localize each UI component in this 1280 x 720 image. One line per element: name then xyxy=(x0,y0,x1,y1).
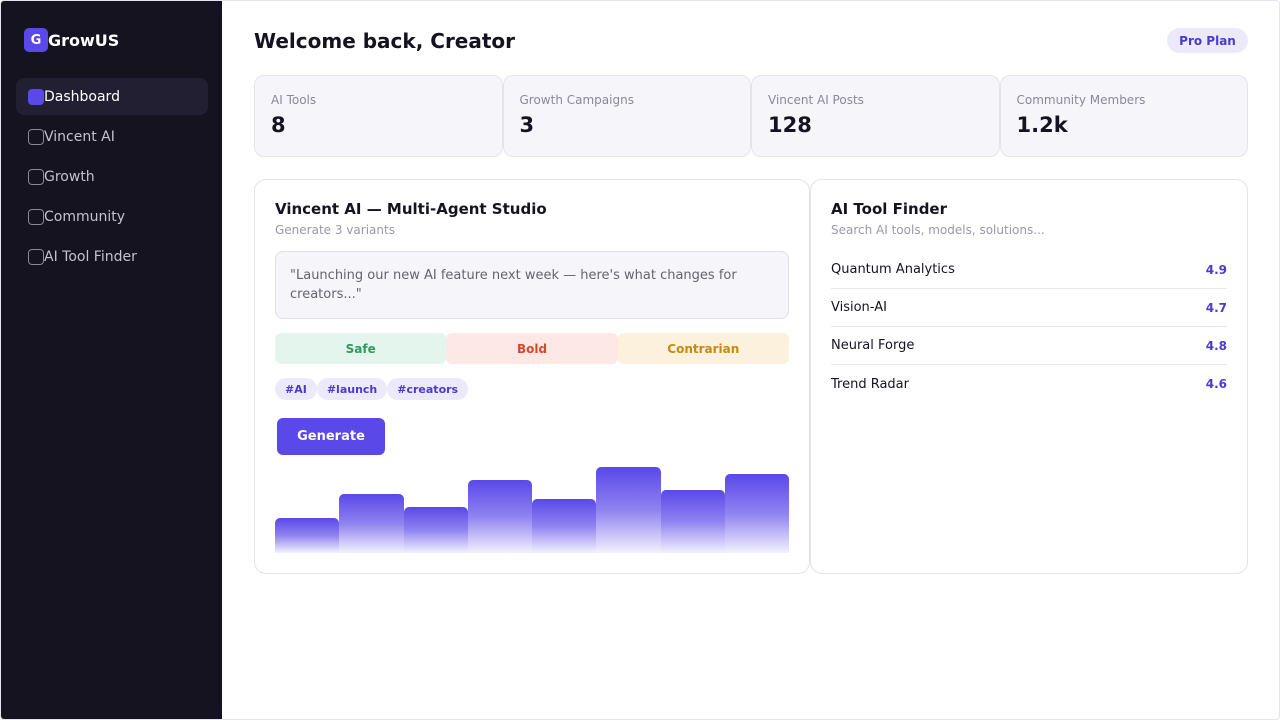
variant-selector: Safe Bold Contrarian xyxy=(275,333,789,364)
prompt-input[interactable]: "Launching our new AI feature next week … xyxy=(275,251,789,319)
vincent-studio-card: Vincent AI — Multi-Agent Studio Generate… xyxy=(254,179,810,574)
sidebar-item-label: Community xyxy=(44,208,126,225)
tool-list: Quantum Analytics 4.9 Vision-AI 4.7 Neur… xyxy=(831,251,1227,403)
ai-tool-finder-card: AI Tool Finder Search AI tools, models, … xyxy=(810,179,1248,574)
stats-row: AI Tools 8 Growth Campaigns 3 Vincent AI… xyxy=(254,75,1248,157)
chart-bar xyxy=(275,517,340,553)
sidebar-item-label: Growth xyxy=(44,168,95,185)
tool-finder-icon xyxy=(28,248,44,265)
chart-bar xyxy=(660,490,725,553)
activity-bar-chart xyxy=(275,467,789,553)
stat-value: 128 xyxy=(768,113,812,137)
stat-label: Community Members xyxy=(1016,93,1146,107)
plan-badge[interactable]: Pro Plan xyxy=(1167,28,1248,53)
variant-contrarian-button[interactable]: Contrarian xyxy=(617,333,789,364)
brand-name: GrowUS xyxy=(48,30,120,50)
variant-bold-button[interactable]: Bold xyxy=(446,333,618,364)
sidebar-item-ai-tool-finder[interactable]: AI Tool Finder xyxy=(16,238,208,275)
tool-name: Quantum Analytics xyxy=(831,262,955,277)
hashtag-list: #AI #launch #creators xyxy=(275,378,469,400)
tool-rating: 4.6 xyxy=(1205,377,1227,391)
tool-rating: 4.7 xyxy=(1205,300,1227,315)
hashtag-chip[interactable]: #creators xyxy=(387,378,469,400)
generate-button[interactable]: Generate xyxy=(277,418,385,455)
tool-rating: 4.9 xyxy=(1205,262,1227,277)
sidebar-item-vincent-ai[interactable]: Vincent AI xyxy=(16,118,208,155)
growth-icon xyxy=(28,168,44,185)
stat-card-growth-campaigns: Growth Campaigns 3 xyxy=(502,75,751,157)
tool-rating: 4.8 xyxy=(1205,338,1227,353)
stat-label: Growth Campaigns xyxy=(519,93,634,107)
sidebar-item-growth[interactable]: Growth xyxy=(16,158,208,195)
tool-row[interactable]: Vision-AI 4.7 xyxy=(831,289,1227,327)
chart-bar xyxy=(339,494,404,553)
tool-row[interactable]: Quantum Analytics 4.9 xyxy=(831,251,1227,289)
search-input[interactable]: Search AI tools, models, solutions... xyxy=(831,223,1045,237)
vincent-ai-icon xyxy=(28,128,44,145)
tool-row[interactable]: Neural Forge 4.8 xyxy=(831,327,1227,365)
chart-bar xyxy=(532,499,597,553)
chart-bar xyxy=(724,474,789,553)
sidebar-item-dashboard[interactable]: Dashboard xyxy=(16,78,208,115)
studio-subtitle: Generate 3 variants xyxy=(275,223,395,237)
hashtag-chip[interactable]: #launch xyxy=(316,378,388,400)
sidebar-item-label: Vincent AI xyxy=(44,128,115,145)
finder-title: AI Tool Finder xyxy=(831,200,948,218)
stat-label: Vincent AI Posts xyxy=(768,93,864,107)
stat-value: 3 xyxy=(519,113,535,137)
stat-label: AI Tools xyxy=(271,93,317,107)
stat-value: 8 xyxy=(271,113,286,137)
sidebar-item-community[interactable]: Community xyxy=(16,198,208,235)
stat-card-community-members: Community Members 1.2k xyxy=(999,75,1248,157)
dashboard-icon xyxy=(28,88,44,105)
variant-safe-button[interactable]: Safe xyxy=(275,333,447,364)
stat-card-ai-tools: AI Tools 8 xyxy=(254,75,503,157)
community-icon xyxy=(28,208,44,225)
logo-icon: G xyxy=(24,28,48,52)
chart-bar xyxy=(596,467,661,553)
tool-row[interactable]: Trend Radar 4.6 xyxy=(831,365,1227,403)
stat-card-vincent-posts: Vincent AI Posts 128 xyxy=(751,75,1000,157)
tool-name: Vision-AI xyxy=(831,300,887,315)
tool-name: Neural Forge xyxy=(831,338,915,353)
hashtag-chip[interactable]: #AI xyxy=(275,378,317,400)
studio-title: Vincent AI — Multi-Agent Studio xyxy=(275,200,547,218)
brand[interactable]: G GrowUS xyxy=(24,28,119,52)
page-title: Welcome back, Creator xyxy=(254,29,516,53)
sidebar-item-label: AI Tool Finder xyxy=(44,248,137,265)
sidebar-item-label: Dashboard xyxy=(44,88,120,105)
stat-value: 1.2k xyxy=(1016,113,1068,137)
sidebar: G GrowUS Dashboard Vincent AI Growth Com… xyxy=(1,1,222,719)
sidebar-nav: Dashboard Vincent AI Growth Community AI… xyxy=(16,78,208,278)
tool-name: Trend Radar xyxy=(831,376,909,392)
chart-bar xyxy=(403,507,468,553)
chart-bar xyxy=(467,480,532,553)
